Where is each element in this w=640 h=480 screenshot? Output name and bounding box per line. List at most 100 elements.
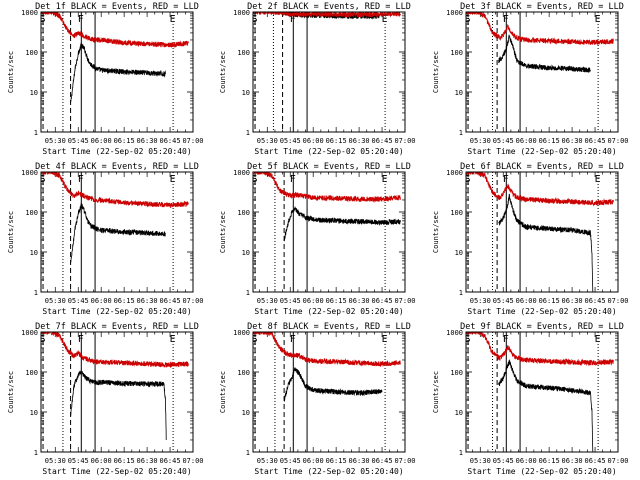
- x-tick-label: 05:30: [257, 297, 278, 305]
- y-tick-label: 100: [450, 49, 463, 57]
- events-trace: [70, 370, 167, 441]
- x-tick-label: 07:00: [182, 457, 203, 465]
- x-axis-label: Start Time (22-Sep-02 05:20:40): [254, 467, 403, 476]
- panel-title: Det 7f BLACK = Events, RED = LLD: [35, 322, 199, 332]
- x-tick-label: 05:30: [470, 297, 491, 305]
- x-tick-label: 06:15: [539, 137, 560, 145]
- y-tick-label: 1: [459, 449, 463, 457]
- x-tick-label: 06:30: [137, 457, 158, 465]
- x-tick-label: 06:15: [114, 137, 135, 145]
- event-marker-label: E: [595, 334, 601, 345]
- x-tick-label: 06:45: [585, 297, 606, 305]
- y-axis-label: Counts/sec: [7, 51, 15, 93]
- y-tick-label: 1000: [446, 329, 463, 337]
- x-tick-label: 07:00: [394, 297, 415, 305]
- x-tick-label: 06:15: [114, 297, 135, 305]
- x-axis-label: Start Time (22-Sep-02 05:20:40): [254, 307, 403, 316]
- x-tick-label: 06:45: [585, 457, 606, 465]
- event-marker-label: F: [78, 174, 84, 185]
- plot-frame: [465, 331, 619, 453]
- y-tick-label: 10: [242, 249, 250, 257]
- x-tick-label: 06:15: [114, 457, 135, 465]
- y-tick-label: 1: [246, 289, 250, 297]
- event-marker-label: F: [78, 334, 84, 345]
- events-trace: [498, 34, 591, 73]
- plot-frame: [252, 331, 406, 453]
- panel-title: Det 9f BLACK = Events, RED = LLD: [460, 322, 624, 332]
- y-axis-label: Counts/sec: [432, 51, 440, 93]
- detector-panel-2: Det 2f BLACK = Events, RED = LLD Counts/s…: [219, 2, 416, 156]
- x-tick-label: 06:00: [303, 457, 324, 465]
- y-axis-label: Counts/sec: [7, 211, 15, 253]
- event-marker-label: S: [252, 334, 258, 345]
- x-axis-label: Start Time (22-Sep-02 05:20:40): [42, 307, 191, 316]
- y-tick-label: 1000: [21, 329, 38, 337]
- x-tick-label: 05:30: [45, 457, 66, 465]
- x-tick-label: 06:30: [349, 457, 370, 465]
- x-tick-label: 05:45: [280, 137, 301, 145]
- event-marker-label: F: [503, 174, 509, 185]
- event-marker-label: F: [290, 174, 296, 185]
- lld-trace: [466, 332, 614, 367]
- y-tick-label: 100: [237, 209, 250, 217]
- y-tick-label: 100: [450, 369, 463, 377]
- detector-panel-1: Det 1f BLACK = Events, RED = LLD Counts/s…: [7, 2, 204, 156]
- y-tick-label: 1: [34, 289, 38, 297]
- x-tick-label: 06:45: [160, 137, 181, 145]
- x-tick-label: 07:00: [394, 137, 415, 145]
- x-tick-label: 05:45: [68, 297, 89, 305]
- x-tick-label: 05:45: [493, 137, 514, 145]
- x-tick-label: 06:15: [326, 297, 347, 305]
- y-tick-label: 100: [25, 209, 38, 217]
- x-tick-label: 07:00: [182, 137, 203, 145]
- events-trace: [283, 367, 383, 402]
- x-tick-label: 06:30: [562, 457, 583, 465]
- y-tick-label: 10: [455, 249, 463, 257]
- y-axis-label: Counts/sec: [219, 371, 227, 413]
- x-tick-label: 05:30: [45, 297, 66, 305]
- event-marker-label: S: [40, 14, 46, 25]
- lld-trace: [253, 172, 401, 204]
- panel-title: Det 2f BLACK = Events, RED = LLD: [247, 2, 411, 12]
- lld-trace: [466, 172, 614, 207]
- x-tick-label: 06:15: [539, 297, 560, 305]
- event-marker-label: E: [170, 334, 176, 345]
- x-tick-label: 07:00: [607, 137, 628, 145]
- y-tick-label: 1000: [21, 9, 38, 17]
- panel-title: Det 4f BLACK = Events, RED = LLD: [35, 162, 199, 172]
- detector-panel-4: Det 4f BLACK = Events, RED = LLD Counts/s…: [7, 162, 204, 316]
- y-tick-label: 100: [237, 49, 250, 57]
- event-marker-label: F: [290, 14, 296, 25]
- event-marker-label: E: [170, 174, 176, 185]
- lld-trace: [253, 332, 401, 368]
- x-tick-label: 06:30: [349, 137, 370, 145]
- y-tick-label: 100: [25, 49, 38, 57]
- x-tick-label: 05:30: [257, 137, 278, 145]
- event-marker-label: S: [465, 174, 471, 185]
- x-tick-label: 05:45: [280, 297, 301, 305]
- x-tick-label: 07:00: [394, 457, 415, 465]
- x-tick-label: 05:45: [493, 297, 514, 305]
- y-tick-label: 100: [237, 369, 250, 377]
- x-tick-label: 05:30: [45, 137, 66, 145]
- events-trace: [498, 193, 594, 292]
- x-tick-label: 06:45: [160, 297, 181, 305]
- x-tick-label: 05:45: [493, 457, 514, 465]
- event-marker-label: S: [252, 174, 258, 185]
- y-tick-label: 1000: [446, 169, 463, 177]
- y-tick-label: 10: [455, 409, 463, 417]
- y-tick-label: 1: [34, 449, 38, 457]
- x-axis-label: Start Time (22-Sep-02 05:20:40): [42, 467, 191, 476]
- x-tick-label: 07:00: [182, 297, 203, 305]
- y-tick-label: 1: [459, 289, 463, 297]
- lld-trace: [41, 172, 189, 209]
- y-tick-label: 1000: [233, 329, 250, 337]
- plot-frame: [40, 171, 194, 293]
- x-tick-label: 06:00: [516, 297, 537, 305]
